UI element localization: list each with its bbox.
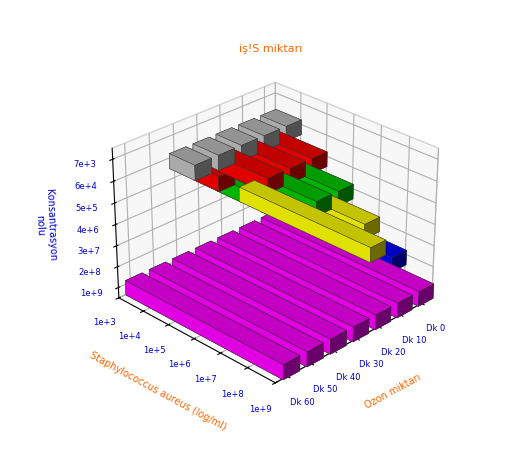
X-axis label: Ozon miktarı: Ozon miktarı: [363, 371, 423, 410]
Title: iş!S miktarı: iş!S miktarı: [239, 44, 303, 54]
Y-axis label: Staphylococcus aureus (log/ml): Staphylococcus aureus (log/ml): [88, 349, 228, 431]
